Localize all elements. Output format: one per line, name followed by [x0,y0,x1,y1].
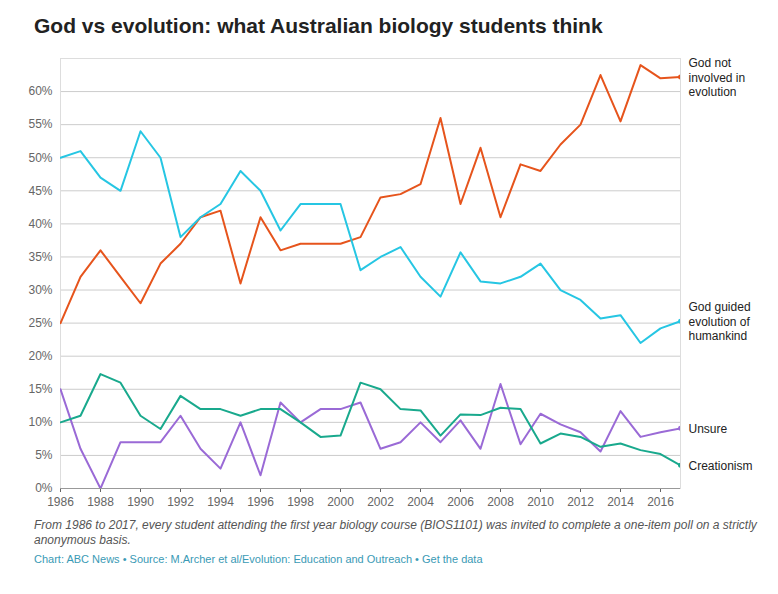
svg-text:1988: 1988 [87,495,114,509]
svg-text:30%: 30% [28,283,52,297]
svg-text:40%: 40% [28,217,52,231]
svg-text:God notinvolved inevolution: God notinvolved inevolution [689,56,746,99]
svg-text:God guidedevolution ofhumankin: God guidedevolution ofhumankind [689,300,751,343]
svg-text:60%: 60% [28,84,52,98]
svg-text:2004: 2004 [407,495,434,509]
svg-text:25%: 25% [28,316,52,330]
svg-text:0%: 0% [35,481,53,495]
svg-text:2000: 2000 [327,495,354,509]
svg-text:1992: 1992 [167,495,194,509]
svg-text:2016: 2016 [647,495,674,509]
svg-text:2014: 2014 [607,495,634,509]
svg-text:1986: 1986 [47,495,74,509]
svg-text:Creationism: Creationism [689,459,753,473]
html-text:From 1986 to 2017, every stude: From 1986 to 2017, every student attendi… [34,518,757,547]
svg-text:55%: 55% [28,117,52,131]
svg-text:10%: 10% [28,415,52,429]
svg-text:1990: 1990 [127,495,154,509]
html-text:God vs evolution: what Austral: God vs evolution: what Australian biolog… [34,14,603,37]
svg-text:5%: 5% [35,448,53,462]
svg-text:15%: 15% [28,382,52,396]
svg-text:1998: 1998 [287,495,314,509]
svg-text:2010: 2010 [527,495,554,509]
svg-text:Unsure: Unsure [689,422,728,436]
svg-text:35%: 35% [28,250,52,264]
svg-text:2002: 2002 [367,495,394,509]
svg-text:2008: 2008 [487,495,514,509]
svg-text:45%: 45% [28,184,52,198]
html-text:Chart: ABC News • Source: M.Ar: Chart: ABC News • Source: M.Archer et al… [34,553,483,565]
svg-text:1994: 1994 [207,495,234,509]
svg-text:20%: 20% [28,349,52,363]
svg-text:1996: 1996 [247,495,274,509]
svg-text:2006: 2006 [447,495,474,509]
svg-text:50%: 50% [28,151,52,165]
svg-text:2012: 2012 [567,495,594,509]
